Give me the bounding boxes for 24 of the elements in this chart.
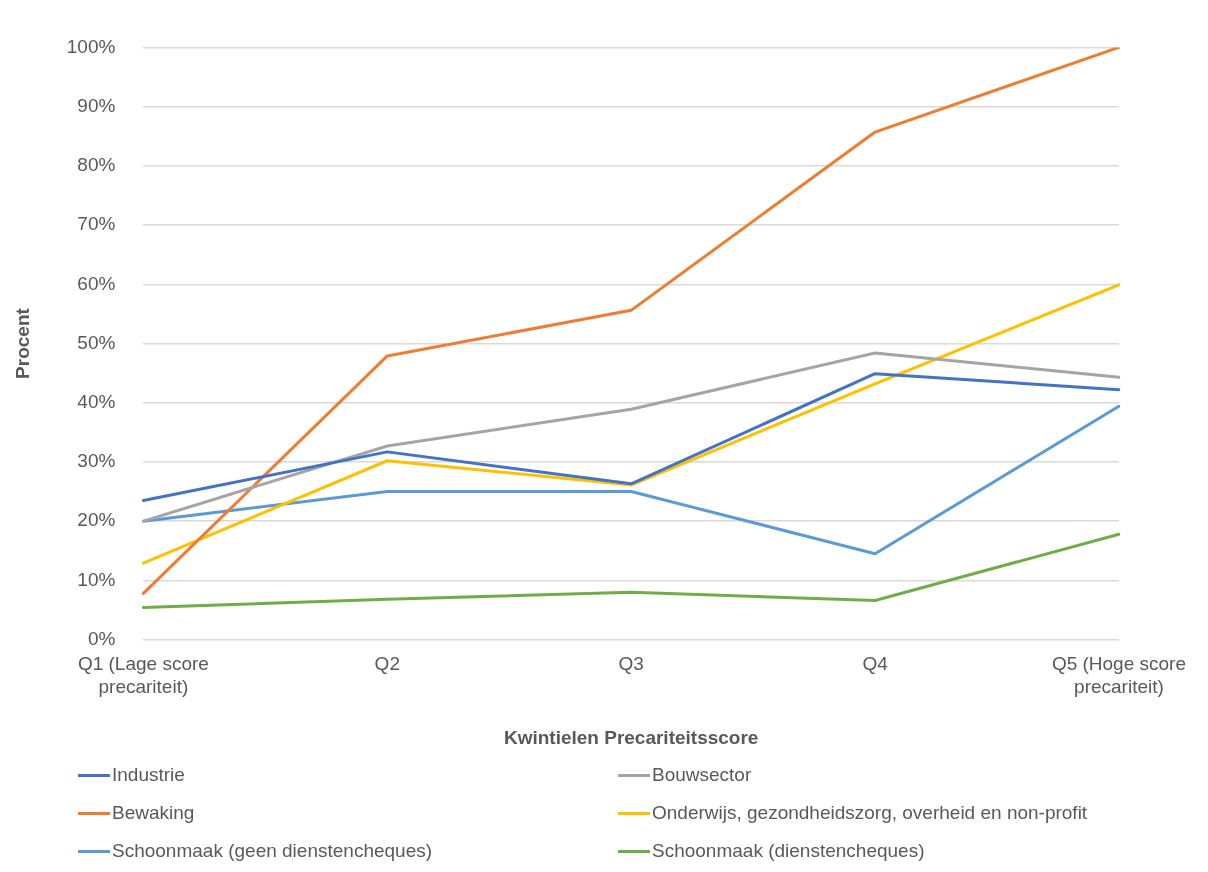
y-axis-title: Procent bbox=[11, 307, 33, 379]
legend-label: Bewaking bbox=[112, 802, 195, 824]
x-tick-label: Q4 bbox=[862, 653, 889, 675]
y-tick-label: 80% bbox=[77, 154, 116, 176]
x-tick-label: Q3 bbox=[618, 653, 644, 675]
legend-label: Industrie bbox=[112, 764, 185, 786]
x-tick-label: Q5 (Hoge score precariteit) bbox=[1051, 653, 1187, 698]
x-axis-title: Kwintielen Precariteitsscore bbox=[503, 726, 759, 748]
y-tick-label: 20% bbox=[77, 509, 116, 531]
y-tick-label: 70% bbox=[77, 213, 116, 235]
y-tick-label: 40% bbox=[77, 390, 116, 412]
legend-label: Bouwsector bbox=[652, 764, 752, 786]
legend-label: Schoonmaak (geen dienstencheques) bbox=[112, 840, 433, 862]
x-tick-label: Q1 (Lage score precariteit) bbox=[77, 653, 209, 698]
legend-label: Schoonmaak (dienstencheques) bbox=[652, 840, 925, 862]
x-tick-label: Q2 bbox=[374, 653, 400, 675]
y-tick-label: 0% bbox=[87, 627, 116, 649]
y-tick-label: 100% bbox=[66, 35, 116, 57]
y-tick-label: 90% bbox=[77, 94, 116, 116]
y-tick-label: 10% bbox=[77, 568, 116, 590]
y-tick-label: 60% bbox=[77, 272, 116, 294]
y-tick-label: 30% bbox=[77, 450, 116, 472]
y-tick-label: 50% bbox=[77, 331, 116, 353]
legend-label: Onderwijs, gezondheidszorg, overheid en non-profit bbox=[652, 802, 1088, 824]
